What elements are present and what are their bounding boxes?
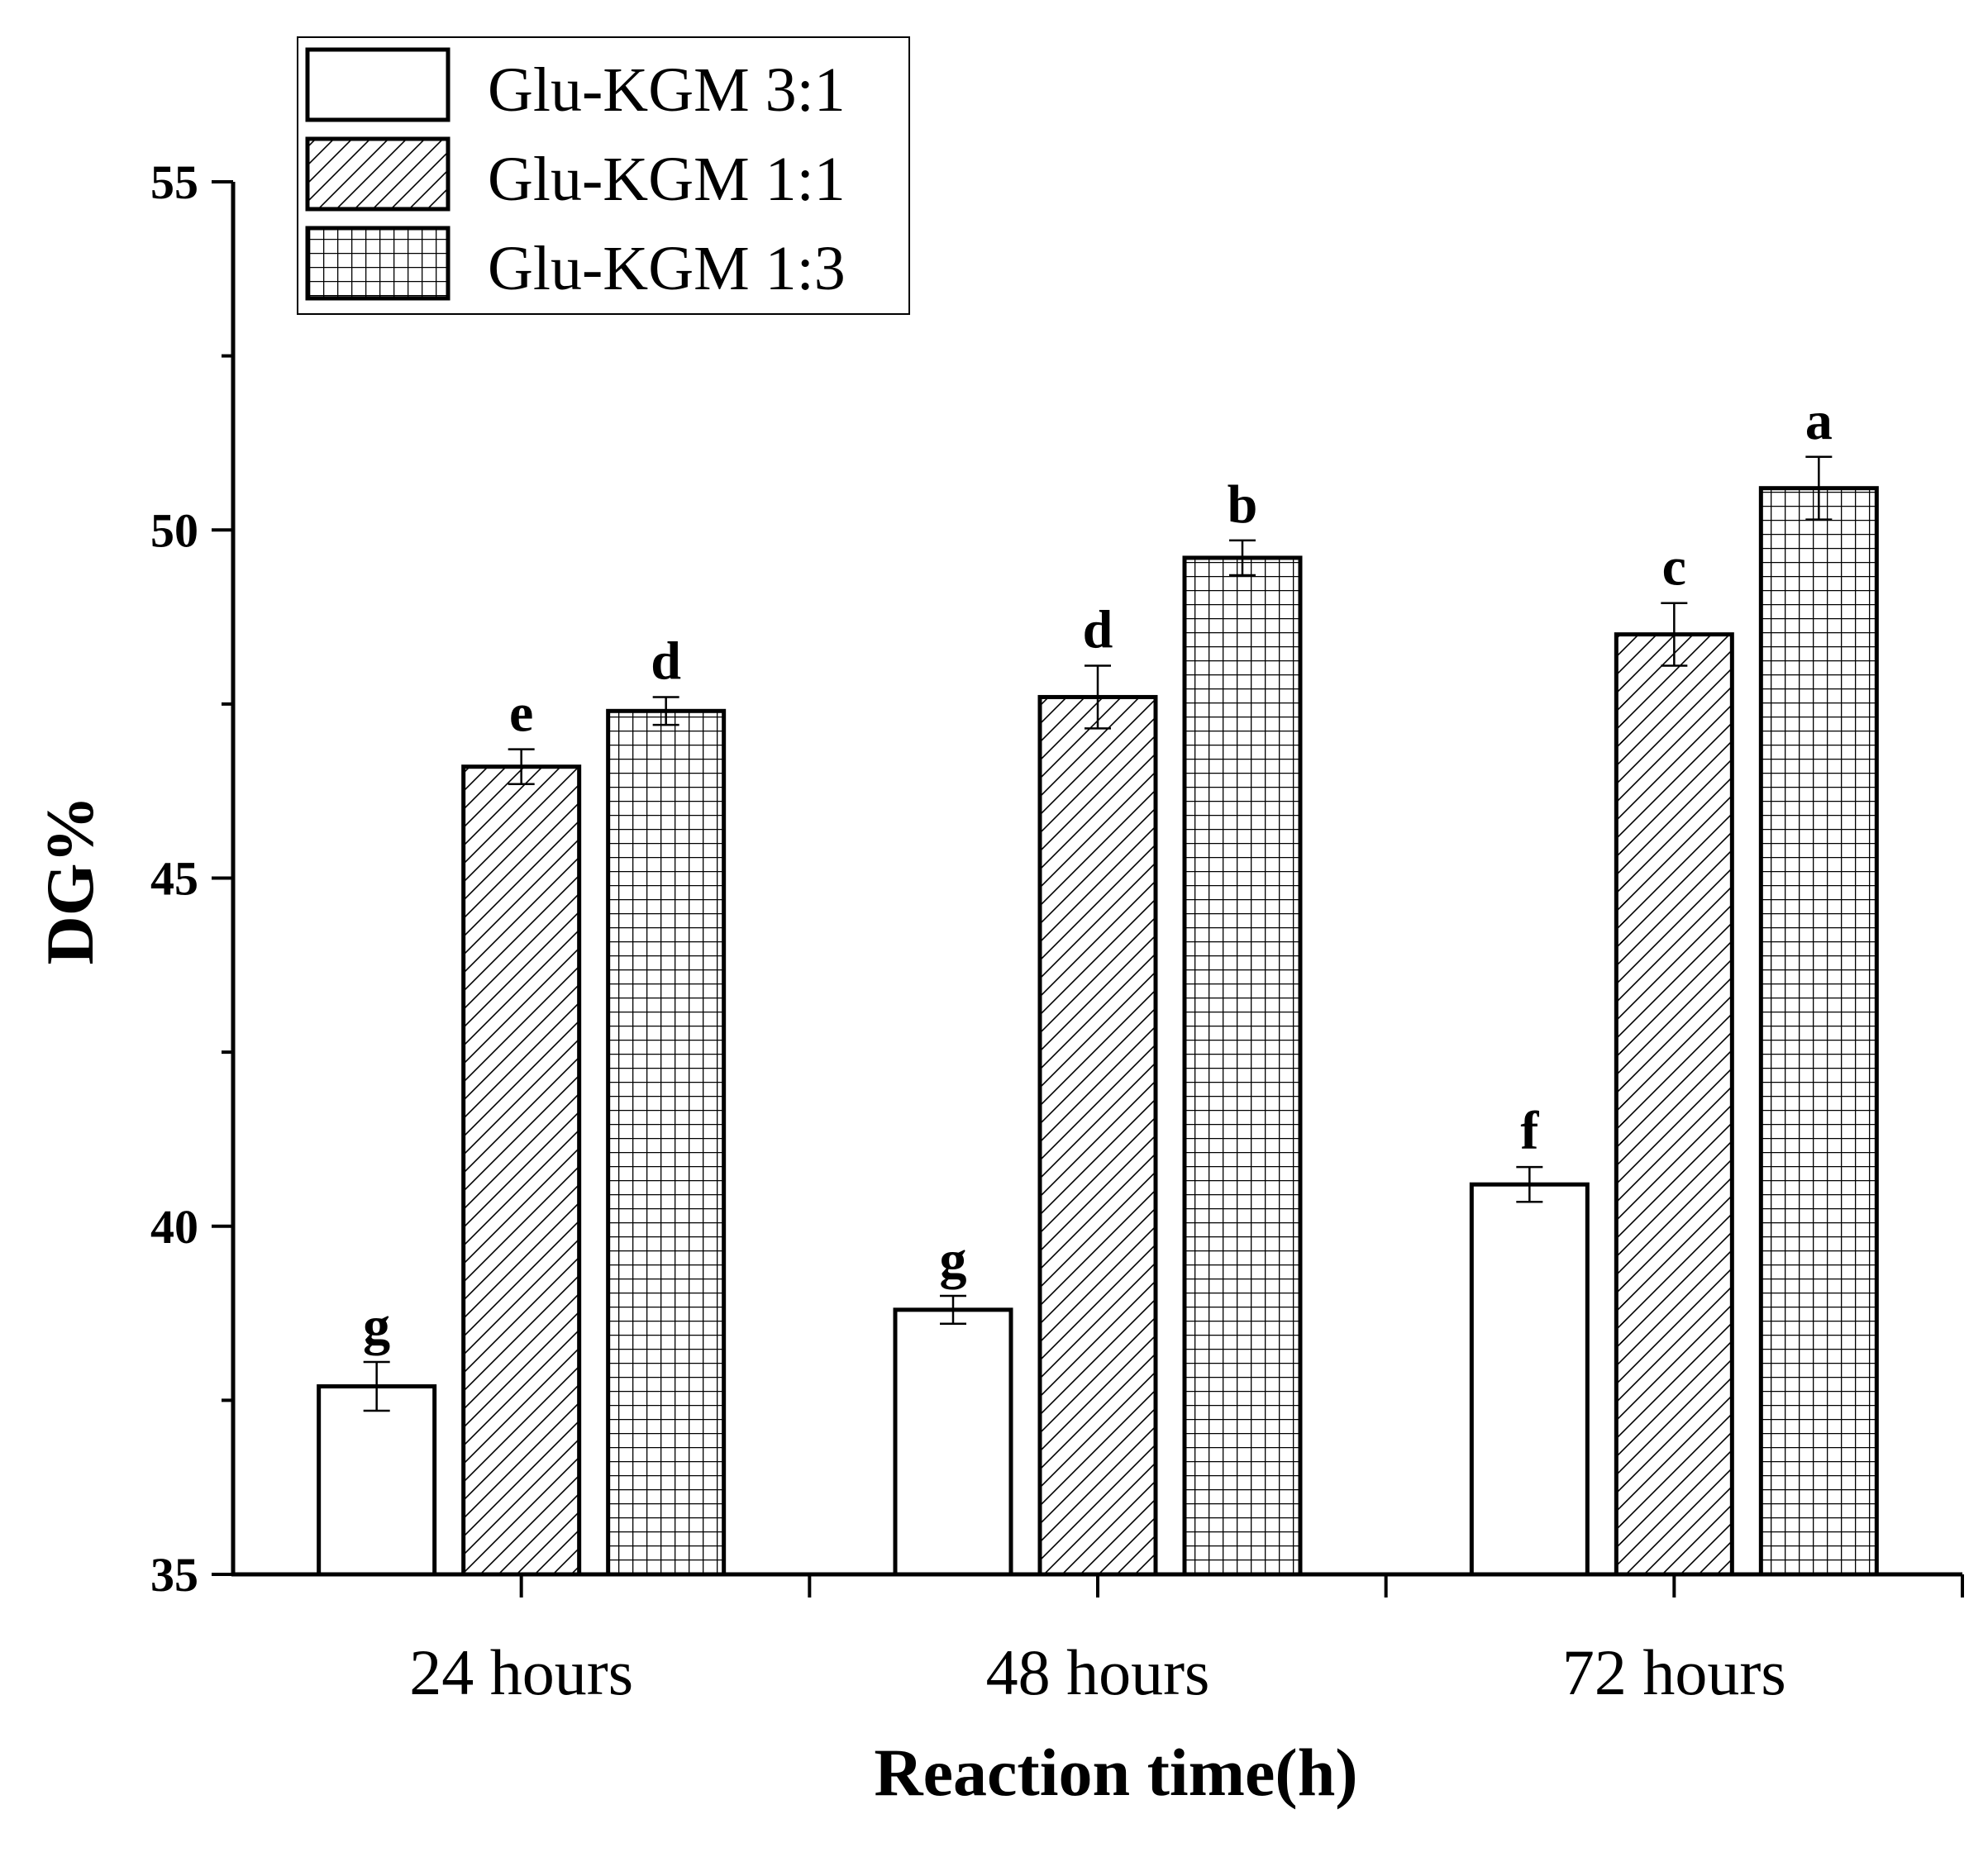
significance-letter-glu-kgm-3-1-24-hours: g [363, 1296, 390, 1356]
significance-letter-glu-kgm-1-3-24-hours: d [651, 631, 681, 691]
significance-letter-glu-kgm-1-1-24-hours: e [509, 683, 533, 744]
bar-glu-kgm-3-1-48-hours [893, 1307, 1013, 1577]
significance-letters-layer: g e d g d b f c a [363, 391, 1833, 1356]
error-bar-glu-kgm-3-1-72-hours [1516, 1165, 1543, 1203]
legend-swatch-glu-kgm-1-3 [305, 226, 451, 301]
legend-label-glu-kgm-3-1: Glu-KGM 3:1 [488, 55, 846, 125]
significance-letter-glu-kgm-1-3-72-hours: a [1805, 391, 1833, 451]
error-bar-glu-kgm-1-3-72-hours [1805, 455, 1833, 521]
legend-swatch-glu-kgm-3-1 [305, 47, 451, 122]
bar-glu-kgm-1-1-48-hours [1037, 694, 1158, 1577]
bar-glu-kgm-3-1-24-hours [317, 1384, 437, 1577]
y-tick-label-45: 45 [150, 852, 198, 906]
x-axis-title: Reaction time(h) [874, 1735, 1357, 1810]
error-bar-glu-kgm-3-1-48-hours [940, 1294, 966, 1325]
legend-label-glu-kgm-1-1: Glu-KGM 1:1 [488, 145, 846, 214]
error-bar-glu-kgm-3-1-24-hours [363, 1360, 390, 1412]
bar-glu-kgm-1-1-24-hours [461, 764, 582, 1577]
y-tick-label-55: 55 [150, 155, 198, 209]
legend: Glu-KGM 3:1 Glu-KGM 1:1 Glu-KGM 1:3 [297, 36, 910, 315]
category-labels: 24 hours 48 hours 72 hours [409, 1636, 1786, 1708]
bar-glu-kgm-1-1-72-hours [1614, 632, 1734, 1577]
x-tick-label-24-hours: 24 hours [409, 1636, 633, 1708]
y-axis-title: DG% [32, 796, 107, 965]
x-tick-label-72-hours: 72 hours [1562, 1636, 1786, 1708]
x-tick-label-48-hours: 48 hours [986, 1636, 1210, 1708]
error-bar-glu-kgm-1-3-24-hours [652, 696, 679, 726]
significance-letter-glu-kgm-3-1-48-hours: g [940, 1230, 967, 1290]
error-bar-glu-kgm-1-1-48-hours [1085, 664, 1111, 730]
y-ticks: 35 40 45 50 55 [150, 155, 233, 1602]
error-bar-glu-kgm-1-3-48-hours [1229, 539, 1256, 577]
legend-swatch-glu-kgm-1-1 [305, 136, 451, 212]
significance-letter-glu-kgm-1-1-72-hours: c [1662, 537, 1686, 598]
x-ticks [519, 1574, 1964, 1597]
error-bar-glu-kgm-1-1-24-hours [508, 748, 535, 786]
legend-label-glu-kgm-1-3: Glu-KGM 1:3 [488, 234, 846, 303]
y-tick-label-50: 50 [150, 503, 198, 557]
bar-glu-kgm-1-3-72-hours [1758, 486, 1879, 1577]
error-bars-layer [363, 455, 1833, 1412]
bar-glu-kgm-1-3-24-hours [606, 708, 727, 1577]
significance-letter-glu-kgm-3-1-72-hours: f [1520, 1101, 1539, 1161]
y-tick-label-35: 35 [150, 1548, 198, 1602]
significance-letter-glu-kgm-1-3-48-hours: b [1228, 474, 1258, 535]
error-bar-glu-kgm-1-1-72-hours [1661, 602, 1688, 667]
bar-glu-kgm-3-1-72-hours [1469, 1182, 1590, 1577]
significance-letter-glu-kgm-1-1-48-hours: d [1083, 600, 1113, 660]
y-tick-label-40: 40 [150, 1200, 198, 1254]
bar-glu-kgm-1-3-48-hours [1182, 555, 1303, 1577]
